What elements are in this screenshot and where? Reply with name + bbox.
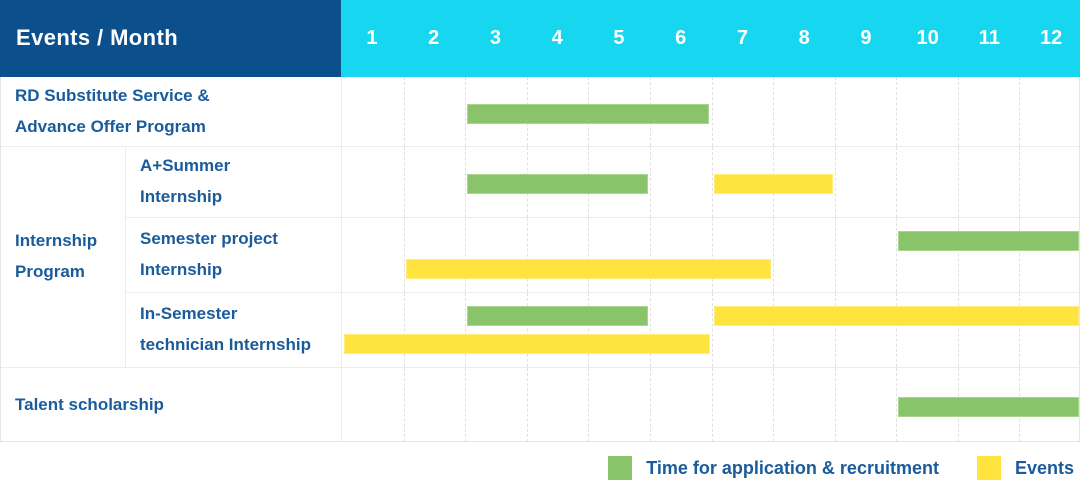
application-bar [467, 306, 648, 326]
month-gridline [957, 147, 959, 217]
month-label: 4 [551, 26, 563, 49]
month-gridline [526, 218, 528, 292]
month-gridline [711, 368, 713, 442]
month-gridline [773, 218, 775, 292]
row-label-a-summer-internship: A+Summer Internship [125, 147, 341, 218]
month-gridline [773, 293, 775, 367]
application-bar [898, 231, 1079, 251]
month-gridline [834, 147, 836, 217]
month-gridline [711, 77, 713, 146]
month-gridline [588, 293, 590, 367]
application-bar [467, 174, 648, 194]
month-label: 12 [1040, 26, 1063, 49]
legend: Time for application & recruitment Event… [0, 442, 1080, 494]
month-gridline [896, 368, 898, 442]
month-grid-in-semester-technician-internship [341, 293, 1080, 368]
application-bar [898, 397, 1079, 417]
month-gridline [896, 147, 898, 217]
month-label: 10 [916, 26, 939, 49]
month-gridline [834, 77, 836, 146]
table-corner-header: Events / Month [0, 0, 341, 77]
month-gridline [896, 77, 898, 146]
month-gridline [834, 368, 836, 442]
month-gridline [403, 77, 405, 146]
month-label: 3 [489, 26, 501, 49]
month-grid-semester-project-internship [341, 218, 1080, 293]
month-gridline [896, 293, 898, 367]
month-gridline [649, 218, 651, 292]
month-gridline [465, 368, 467, 442]
month-grid-talent-scholarship [341, 368, 1080, 442]
month-gridline [1019, 147, 1021, 217]
month-gridline [834, 218, 836, 292]
month-gridline [588, 218, 590, 292]
month-gridline [1019, 293, 1021, 367]
row-label-rd-substitute: RD Substitute Service & Advance Offer Pr… [1, 77, 341, 147]
month-gridline [649, 368, 651, 442]
group-label-internship-program: Internship Program [1, 147, 125, 368]
application-bar [467, 103, 710, 124]
month-gridline [711, 218, 713, 292]
month-label: 7 [736, 26, 748, 49]
month-label: 1 [366, 26, 378, 49]
month-gridline [711, 293, 713, 367]
month-gridline [465, 293, 467, 367]
month-gridline [465, 218, 467, 292]
month-grid-a-summer-internship [341, 147, 1080, 218]
legend-application-swatch [608, 456, 633, 480]
month-gridline [649, 147, 651, 217]
month-gridline [465, 147, 467, 217]
corner-header-label: Events / Month [16, 25, 179, 50]
month-gridline [403, 218, 405, 292]
month-label: 8 [798, 26, 810, 49]
month-grid-rd-substitute [341, 77, 1080, 147]
month-gridline [526, 293, 528, 367]
month-gridline [403, 293, 405, 367]
month-gridline [896, 218, 898, 292]
event-bar [713, 174, 833, 194]
month-gridline [526, 368, 528, 442]
month-gridline [1019, 218, 1021, 292]
month-label: 2 [428, 26, 440, 49]
events-month-table: Events / Month 1 2 3 4 5 6 7 8 9 10 11 12 RD Substi… [0, 0, 1080, 442]
event-bar [344, 334, 710, 354]
month-gridline [957, 218, 959, 292]
row-label-semester-project-internship: Semester project Internship [125, 218, 341, 293]
month-label: 9 [860, 26, 872, 49]
row-label-talent-scholarship: Talent scholarship [15, 394, 164, 414]
month-gridline [1019, 77, 1021, 146]
month-gridline [834, 293, 836, 367]
legend-events-label: Events [1014, 457, 1074, 478]
month-gridline [957, 77, 959, 146]
month-gridline [403, 147, 405, 217]
month-gridline [465, 77, 467, 146]
month-label: 11 [978, 26, 1000, 49]
month-gridline [588, 368, 590, 442]
row-label-in-semester-technician-internship: In-Semester technician Internship [125, 293, 341, 368]
month-label: 6 [675, 26, 687, 49]
month-gridline [649, 293, 651, 367]
month-gridline [403, 368, 405, 442]
event-bar [405, 259, 772, 279]
month-gridline [773, 77, 775, 146]
month-label: 5 [613, 26, 625, 49]
event-bar [713, 306, 1079, 326]
month-gridline [957, 293, 959, 367]
month-gridline [773, 368, 775, 442]
month-header-row: 1 2 3 4 5 6 7 8 9 10 11 12 [341, 0, 1080, 77]
month-gridline [711, 147, 713, 217]
legend-events-swatch [976, 456, 1001, 480]
legend-application-label: Time for application & recruitment [646, 457, 939, 478]
